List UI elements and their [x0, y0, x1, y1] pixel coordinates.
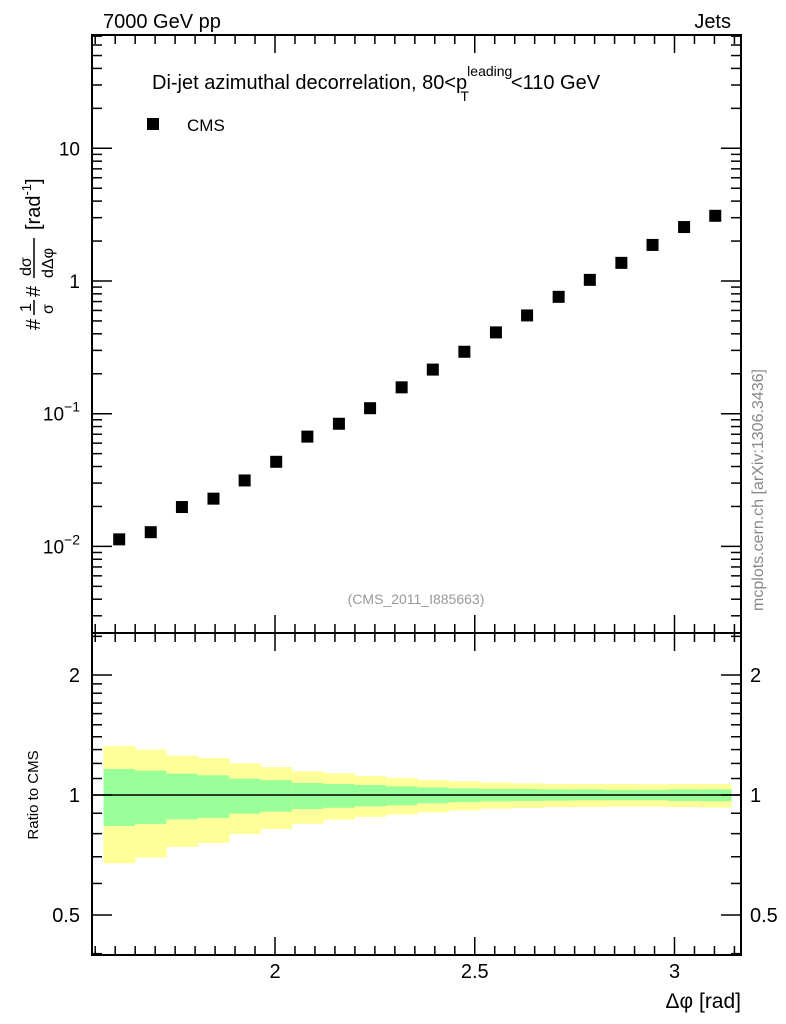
data-point: [521, 309, 534, 322]
data-point: [207, 492, 220, 505]
process-label: Jets: [694, 11, 731, 33]
data-point: [678, 221, 691, 234]
x-tick-label: 3: [669, 961, 680, 983]
ylabel-unit-sup: -1: [19, 184, 34, 196]
ylabel-unit-close: ]: [23, 178, 45, 184]
green-band-bin: [134, 770, 167, 824]
data-point: [332, 417, 345, 430]
data-point: [552, 290, 565, 303]
ratio-y-axis-label: Ratio to CMS: [25, 750, 42, 839]
ylabel-unit: [rad: [23, 196, 45, 230]
data-point: [615, 256, 628, 269]
title-sub: T: [460, 88, 469, 104]
data-point: [364, 402, 377, 415]
mcplots-side-label: mcplots.cern.ch [arXiv:1306.3436]: [750, 369, 767, 611]
ratio-y-tick-label-right: 1: [750, 785, 761, 807]
green-band-bin: [166, 773, 199, 820]
ylabel-den1: σ: [40, 304, 57, 314]
green-band-bin: [385, 786, 418, 806]
y-tick-label: 10: [59, 139, 80, 160]
x-tick-label: 2.5: [461, 961, 489, 983]
tick-labels: 10 1 10−1 10−2 2 2 1 1 0.5 0.5 2 2.5 3: [43, 139, 778, 983]
green-band-bin: [197, 775, 230, 818]
ratio-y-tick-label-left: 2: [69, 665, 80, 687]
ylabel-num1: 1: [18, 303, 35, 312]
green-band-bin: [229, 778, 261, 814]
y-axis-label: # 1 σ # dσ dΔφ [rad-1]: [18, 178, 57, 330]
x-tick-label: 2: [269, 961, 280, 983]
data-point: [144, 526, 157, 539]
ylabel-den2: dΔφ: [40, 248, 57, 278]
legend-label: CMS: [187, 116, 225, 135]
svg-text:[rad-1]: [rad-1]: [19, 178, 45, 230]
green-band-bin: [291, 782, 324, 810]
data-point: [270, 455, 283, 468]
data-point: [301, 430, 314, 443]
ratio-y-tick-label-left: 0.5: [52, 905, 80, 927]
title-main: Di-jet azimuthal decorrelation, 80<p: [152, 72, 467, 94]
data-point: [175, 501, 188, 514]
green-band-bin: [323, 783, 356, 808]
ratio-bands: [103, 746, 732, 864]
analysis-watermark: (CMS_2011_I885663): [348, 591, 485, 607]
data-point: [395, 381, 408, 394]
axis-ticks: [92, 35, 741, 955]
y-tick-label: 1: [69, 272, 80, 293]
title-sup: leading: [467, 63, 512, 79]
energy-label: 7000 GeV pp: [103, 11, 221, 33]
green-band-bin: [103, 769, 136, 827]
green-band-bin: [260, 780, 293, 812]
ratio-y-tick-label-right: 2: [750, 665, 761, 687]
data-point: [646, 238, 659, 251]
data-point: [489, 326, 502, 339]
title-post: <110 GeV: [511, 72, 601, 94]
ratio-y-tick-label-left: 1: [69, 785, 80, 807]
data-point: [709, 209, 722, 222]
x-axis-label: Δφ [rad]: [666, 990, 742, 1013]
y-tick-label: 10−2: [43, 531, 80, 558]
data-point: [458, 345, 471, 358]
ylabel-hash2: #: [23, 285, 45, 297]
data-point: [113, 533, 126, 546]
ylabel-hash1: #: [23, 318, 45, 330]
data-points: [113, 209, 722, 546]
lower-frame: [91, 632, 742, 956]
y-tick-label: 10−1: [43, 399, 80, 426]
ylabel-num2: dσ: [18, 257, 35, 276]
chart-title: Di-jet azimuthal decorrelation, 80<plead…: [152, 63, 601, 104]
ratio-y-tick-label-right: 0.5: [750, 905, 778, 927]
data-point: [426, 363, 439, 376]
legend-marker: [147, 118, 159, 130]
data-point: [238, 474, 251, 487]
data-point: [583, 273, 596, 286]
